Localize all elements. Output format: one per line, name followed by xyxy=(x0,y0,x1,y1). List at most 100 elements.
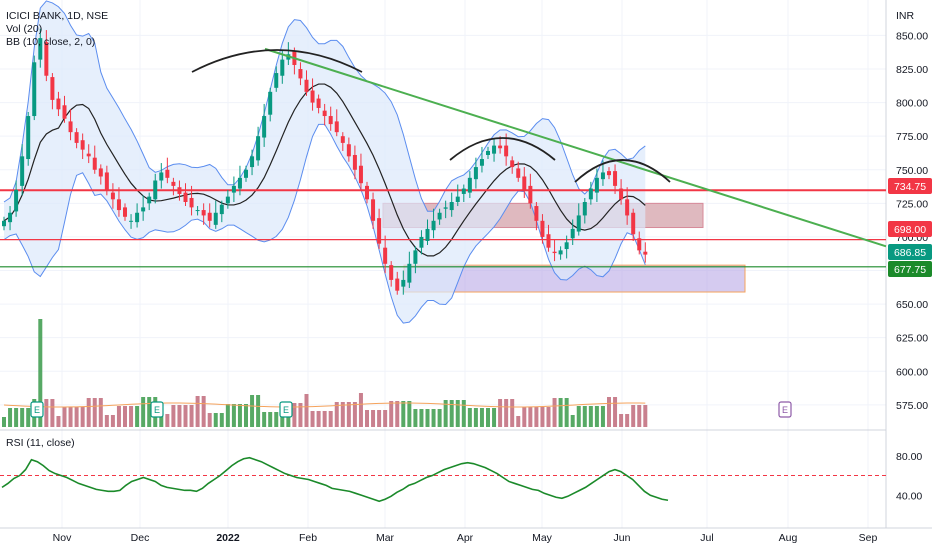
bb-indicator-label[interactable]: BB (10, close, 2, 0) xyxy=(6,36,96,48)
symbol-title[interactable]: ICICI BANK, 1D, NSE xyxy=(6,10,109,22)
volume-bar xyxy=(26,408,31,427)
volume-bar xyxy=(274,412,279,427)
candle-body xyxy=(225,196,230,204)
candle-body xyxy=(274,73,279,88)
rsi-indicator-label[interactable]: RSI (11, close) xyxy=(6,437,75,449)
volume-bar xyxy=(395,401,400,427)
volume-bar xyxy=(473,408,478,427)
volume-bar xyxy=(582,406,587,427)
volume-bar xyxy=(62,407,67,427)
candle-body xyxy=(413,250,418,264)
price-badge-box xyxy=(888,221,932,237)
volume-bar xyxy=(207,413,212,427)
volume-bar xyxy=(104,415,109,427)
candle-body xyxy=(44,42,49,76)
volume-bar xyxy=(377,410,382,427)
volume-bar xyxy=(455,400,460,427)
volume-bar xyxy=(576,406,581,427)
volume-bar xyxy=(256,395,261,427)
candle-body xyxy=(316,98,321,108)
volume-bar xyxy=(183,405,188,427)
volume-bar xyxy=(2,417,6,427)
axes-layer: 850.00825.00800.00775.00750.00725.00700.… xyxy=(53,30,929,544)
candle-body xyxy=(564,242,569,250)
time-tick-label: Sep xyxy=(859,532,878,544)
volume-bar xyxy=(268,412,273,427)
volume-bar xyxy=(262,412,267,427)
candle-body xyxy=(147,196,152,204)
candle-body xyxy=(498,145,503,149)
earnings-marker: E xyxy=(279,401,293,418)
volume-bar xyxy=(401,401,406,427)
price-badge-label: 686.85 xyxy=(894,247,926,259)
time-tick-label: Nov xyxy=(53,532,72,544)
volume-bar xyxy=(328,411,333,427)
arc-drawing xyxy=(449,137,556,161)
candle-body xyxy=(237,177,242,189)
volume-bar xyxy=(56,416,61,427)
volume-bar xyxy=(334,402,339,427)
candle-body xyxy=(594,177,599,193)
volume-bar xyxy=(479,408,484,427)
time-tick-label: 2022 xyxy=(216,532,240,544)
volume-bar xyxy=(352,402,357,427)
candle-body xyxy=(625,199,630,216)
volume-bar xyxy=(98,398,103,427)
volume-bar xyxy=(619,414,624,427)
candle-body xyxy=(340,136,345,143)
rsi-line xyxy=(1,456,669,503)
price-tick-label: 575.00 xyxy=(896,400,928,412)
candle-body xyxy=(68,121,73,133)
volume-bar xyxy=(129,406,134,427)
volume-bar xyxy=(50,399,55,427)
price-badge-box xyxy=(888,244,932,260)
volume-bar xyxy=(389,401,394,427)
candle-body xyxy=(377,218,382,244)
drawings-layer xyxy=(191,47,887,248)
rsi-tick-label: 40.00 xyxy=(896,490,922,502)
candle-body xyxy=(570,228,575,239)
grid-layer xyxy=(0,0,932,529)
candle-body xyxy=(346,144,351,157)
price-badge-label: 698.00 xyxy=(894,224,926,236)
candle-body xyxy=(449,202,454,211)
volume-bar xyxy=(613,397,618,427)
price-tick-label: 800.00 xyxy=(896,98,928,110)
candle-body xyxy=(165,169,170,178)
volume-bar xyxy=(552,398,557,427)
candle-body xyxy=(504,145,509,157)
candle-body xyxy=(479,159,484,166)
candle-body xyxy=(619,188,624,200)
time-tick-label: Feb xyxy=(299,532,317,544)
price-tick-label: 850.00 xyxy=(896,30,928,42)
volume-bar xyxy=(250,395,255,427)
earnings-marker: E xyxy=(150,401,164,418)
volume-bar xyxy=(443,400,448,427)
price-badge: 734.75 xyxy=(888,178,932,194)
candle-body xyxy=(171,181,176,186)
candle-body xyxy=(443,207,448,209)
price-badge-box xyxy=(888,178,932,194)
volume-bar xyxy=(365,410,369,427)
volume-bar xyxy=(14,408,19,427)
candle-body xyxy=(207,212,212,221)
earnings-marker-box xyxy=(30,401,44,418)
volume-bar xyxy=(310,411,315,427)
volume-bar xyxy=(625,414,630,427)
volume-bar xyxy=(159,414,164,427)
volume-bar xyxy=(437,409,442,427)
earnings-marker: E xyxy=(778,401,792,418)
price-badge: 677.75 xyxy=(888,261,932,277)
earnings-marker-label: E xyxy=(782,405,788,415)
candle-body xyxy=(613,171,618,186)
candle-body xyxy=(401,279,406,287)
candle-body xyxy=(74,132,79,143)
candle-body xyxy=(419,236,424,248)
earnings-marker-box xyxy=(778,401,792,418)
volume-indicator-label[interactable]: Vol (20) xyxy=(6,23,43,35)
time-tick-label: Jun xyxy=(614,532,631,544)
candle-body xyxy=(371,199,376,221)
volume-bar xyxy=(637,405,642,427)
